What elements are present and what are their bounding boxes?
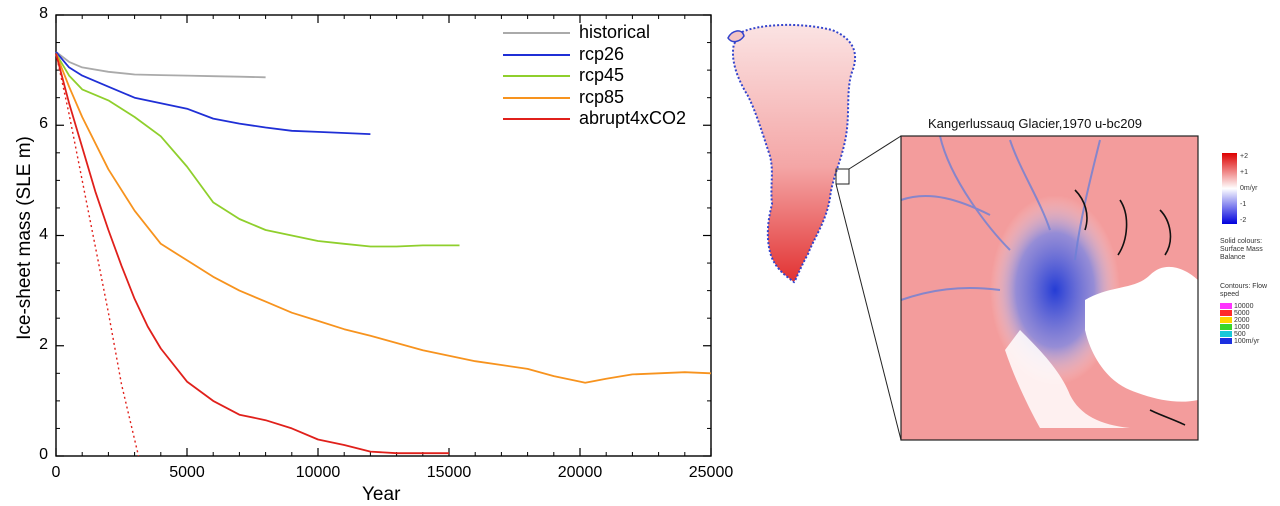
speed-legend-label: 100m/yr — [1234, 338, 1260, 345]
speed-legend-label: 5000 — [1234, 310, 1250, 317]
series-abrupt4xco2-dashed-line — [55, 53, 140, 457]
colorbar-tick-label: -2 — [1240, 217, 1247, 224]
legend-label: abrupt4xCO2 — [579, 108, 687, 128]
zoom-line-top — [848, 135, 902, 170]
series-rcp26-line — [55, 51, 371, 135]
x-tick-label: 20000 — [557, 464, 603, 481]
legend-swatch — [503, 75, 570, 77]
solid-colours-label: Balance — [1220, 254, 1246, 261]
legend-label: rcp26 — [579, 43, 625, 64]
solid-colours-label: Surface Mass — [1220, 246, 1263, 253]
speed-legend-label: 2000 — [1234, 317, 1250, 324]
series-historical-line — [55, 51, 266, 79]
greenland-map — [732, 23, 857, 284]
speed-swatch — [1220, 317, 1232, 323]
y-tick-label: 6 — [39, 115, 48, 133]
series-abrupt4xco2-line — [55, 53, 449, 455]
speed-swatch — [1220, 324, 1232, 330]
x-axis-title: Year — [362, 484, 401, 505]
inset-map — [900, 135, 1199, 441]
greenland-north-tip — [727, 30, 745, 43]
x-tick-label: 15000 — [426, 464, 472, 481]
inset-title: Kangerlussauq Glacier,1970 u-bc209 — [928, 116, 1142, 131]
x-tick-label: 25000 — [688, 464, 734, 481]
legend-swatch — [503, 118, 570, 120]
zoom-line-bottom — [835, 183, 902, 441]
speed-legend-label: 10000 — [1234, 303, 1254, 310]
series-rcp45-line — [55, 53, 460, 248]
colorbar-tick-label: +1 — [1240, 169, 1248, 176]
x-tick-label: 0 — [51, 464, 61, 481]
legend-label: rcp45 — [579, 65, 625, 85]
speed-swatch — [1220, 303, 1232, 309]
series-layer — [55, 51, 712, 457]
contours-label: Contours: Flow — [1220, 283, 1268, 290]
x-tick-label: 10000 — [295, 464, 341, 481]
speed-legend — [1220, 303, 1232, 344]
y-tick-label: 4 — [39, 225, 48, 243]
colorbar — [1222, 153, 1237, 224]
x-tick-label: 5000 — [169, 464, 205, 481]
speed-swatch — [1220, 331, 1232, 337]
contours-label: speed — [1220, 291, 1240, 298]
y-tick-label: 0 — [39, 446, 48, 463]
colorbar-tick-label: -1 — [1240, 201, 1247, 208]
solid-colours-label: Solid colours: — [1220, 238, 1263, 245]
zoom-box — [835, 168, 850, 185]
legend-label: historical — [579, 22, 651, 42]
colorbar-tick-label: 0m/yr — [1240, 185, 1258, 192]
speed-legend-label: 1000 — [1234, 324, 1250, 331]
y-tick-label: 2 — [39, 335, 48, 353]
legend-swatch — [503, 32, 570, 34]
legend-swatch — [503, 96, 570, 99]
colorbar-tick-label: +2 — [1240, 153, 1248, 160]
speed-swatch — [1220, 338, 1232, 344]
y-tick-label: 8 — [39, 5, 48, 22]
speed-swatch — [1220, 310, 1232, 316]
speed-legend-label: 500 — [1234, 331, 1246, 338]
legend-label: rcp85 — [579, 86, 625, 107]
series-rcp85-line — [55, 53, 712, 384]
legend-swatch — [503, 53, 570, 56]
axis-ticks — [55, 14, 712, 457]
